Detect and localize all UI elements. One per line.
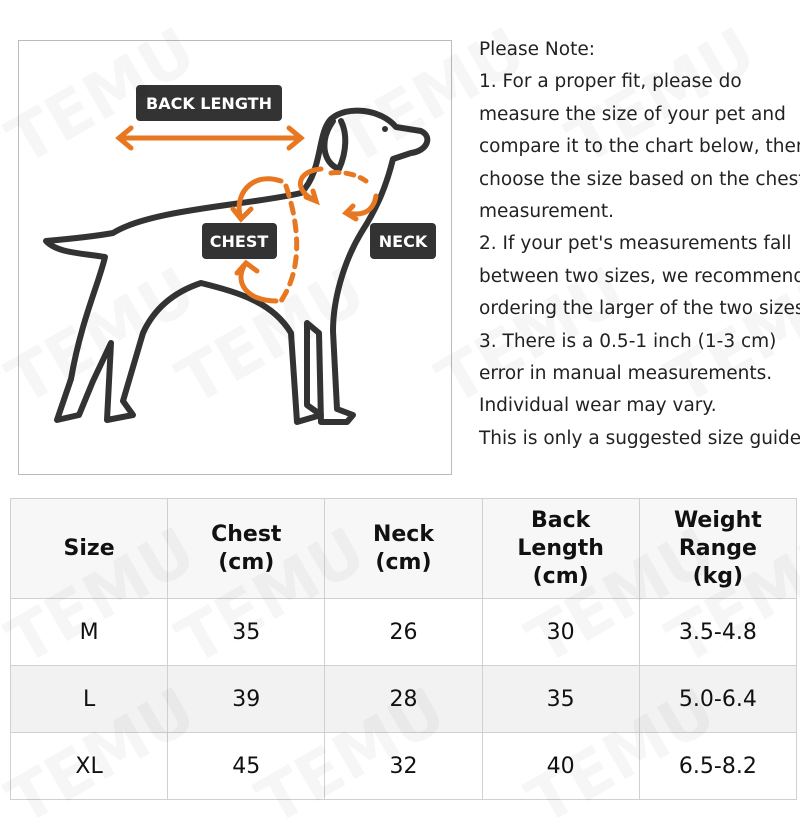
dog-diagram: BACK LENGTH CHEST NECK xyxy=(43,85,436,425)
note-line: ordering the larger of the two sizes. xyxy=(479,298,800,320)
table-cell: 3.5-4.8 xyxy=(638,598,798,666)
column-header: Chest (cm) xyxy=(167,498,326,599)
table-cell: 6.5-8.2 xyxy=(638,732,798,800)
chest-arrow xyxy=(278,183,300,304)
labels: BACK LENGTH CHEST NECK xyxy=(136,85,436,259)
table-cell: M xyxy=(9,598,169,666)
table-cell: 26 xyxy=(324,598,483,666)
label-box xyxy=(136,85,282,121)
table-cell: 30 xyxy=(481,598,640,666)
table-cell: 32 xyxy=(324,732,483,800)
table-cell: 40 xyxy=(481,732,640,800)
header-row: Size Chest (cm) Neck (cm) Back Length (cm) Weigh… xyxy=(9,498,798,599)
table-row: M 35 26 30 3.5-4.8 xyxy=(9,598,798,666)
table-row: L 39 28 35 5.0-6.4 xyxy=(9,665,798,733)
header-line: Weight xyxy=(673,507,762,533)
table-cell: 35 xyxy=(481,665,640,733)
header-line: (cm) xyxy=(218,549,275,575)
header-line: Neck xyxy=(372,521,434,547)
label: CHEST xyxy=(210,232,269,251)
header-line: (cm) xyxy=(532,563,589,589)
page: {"watermark": "TEMU", "diagram": {"back_… xyxy=(9,34,800,800)
notes: Please Note: 1. For a proper fit, please … xyxy=(479,34,800,455)
note-line: choose the size based on the chest xyxy=(479,168,800,190)
note-line: 2. If your pet's measurements fall xyxy=(479,233,792,255)
header-line: (cm) xyxy=(375,549,432,575)
header-line: Length xyxy=(517,535,604,561)
table-cell: L xyxy=(9,665,169,733)
header-line: Size xyxy=(63,535,115,561)
column-header: Weight Range (kg) xyxy=(638,498,798,599)
note-line: 1. For a proper fit, please do xyxy=(479,71,742,93)
table-cell: 45 xyxy=(167,732,326,800)
size-table: Size Chest (cm) Neck (cm) Back Length (cm) Weigh… xyxy=(9,498,798,800)
note-line: measurement. xyxy=(479,201,614,223)
label: BACK LENGTH xyxy=(146,94,272,113)
column-header: Size xyxy=(9,498,169,599)
table-cell: 5.0-6.4 xyxy=(638,665,798,733)
dog-ear xyxy=(321,118,349,172)
note-line: Individual wear may vary. xyxy=(479,395,717,417)
neck-arrow xyxy=(297,166,379,222)
label-box xyxy=(370,223,436,259)
header-line: Back xyxy=(531,507,591,533)
note-line: Please Note: xyxy=(479,39,595,60)
table-cell: 39 xyxy=(167,665,326,733)
chest-arrow xyxy=(230,176,284,304)
diagram: BACK LENGTH CHEST NECK xyxy=(18,40,452,475)
neck-arrow xyxy=(328,170,369,184)
note-line: between two sizes, we recommend xyxy=(479,265,800,287)
note-line: error in manual measurements. xyxy=(479,363,773,385)
label: NECK xyxy=(379,232,428,251)
table-cell: 35 xyxy=(167,598,326,666)
column-header: Neck (cm) xyxy=(324,498,483,599)
column-header: Back Length (cm) xyxy=(481,498,640,599)
dog-outline xyxy=(43,107,431,425)
table-cell: XL xyxy=(9,732,169,800)
note-line: compare it to the chart below, then xyxy=(479,136,800,158)
header-line: Range xyxy=(678,535,757,561)
back-arrow xyxy=(115,125,305,151)
header-line: (kg) xyxy=(692,563,744,589)
header-line: Chest xyxy=(211,521,282,547)
dog-eye xyxy=(382,126,388,132)
label-box xyxy=(202,223,277,259)
note-line: 3. There is a 0.5-1 inch (1-3 cm) xyxy=(479,330,777,352)
table-row: XL 45 32 40 6.5-8.2 xyxy=(9,732,798,800)
note-line: measure the size of your pet and xyxy=(479,103,786,125)
table-cell: 28 xyxy=(324,665,483,733)
note-line: This is only a suggested size guide. xyxy=(479,427,800,449)
